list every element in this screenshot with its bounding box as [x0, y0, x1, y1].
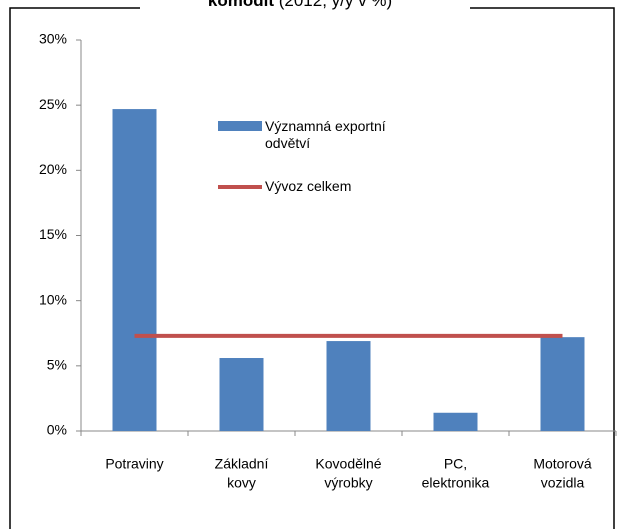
title-rest: (2012, y/y v %)	[279, 0, 392, 10]
bar	[433, 412, 478, 431]
x-tick-label: výrobky	[324, 475, 372, 491]
y-tick-label: 25%	[39, 96, 67, 112]
x-tick-label: Základní	[215, 456, 269, 472]
bar	[219, 358, 264, 431]
x-tick-label: PC,	[444, 456, 467, 472]
bar	[326, 341, 371, 431]
y-tick-label: 10%	[39, 291, 67, 307]
bar	[540, 337, 585, 431]
x-tick-label: kovy	[227, 475, 256, 491]
x-tick-label: Potraviny	[105, 456, 163, 472]
x-tick-label: Motorová	[533, 456, 592, 472]
title-bg	[140, 0, 470, 16]
bar	[112, 109, 157, 432]
x-tick-label: elektronika	[422, 475, 490, 491]
x-tick-label: vozidla	[541, 475, 585, 491]
legend-swatch	[218, 121, 262, 131]
x-tick-label: Kovodělné	[315, 456, 381, 472]
chart-title: komodit (2012, y/y v %)	[208, 0, 392, 10]
frame	[9, 7, 615, 529]
legend-label: Významná exportní odvětví	[265, 118, 386, 151]
y-tick-label: 20%	[39, 161, 67, 177]
title-bold: komodit	[208, 0, 274, 10]
y-tick-label: 0%	[47, 422, 67, 438]
legend-label: Vývoz celkem	[265, 178, 352, 194]
y-tick-label: 5%	[47, 357, 67, 373]
y-tick-label: 15%	[39, 226, 67, 242]
y-tick-label: 30%	[39, 31, 67, 47]
